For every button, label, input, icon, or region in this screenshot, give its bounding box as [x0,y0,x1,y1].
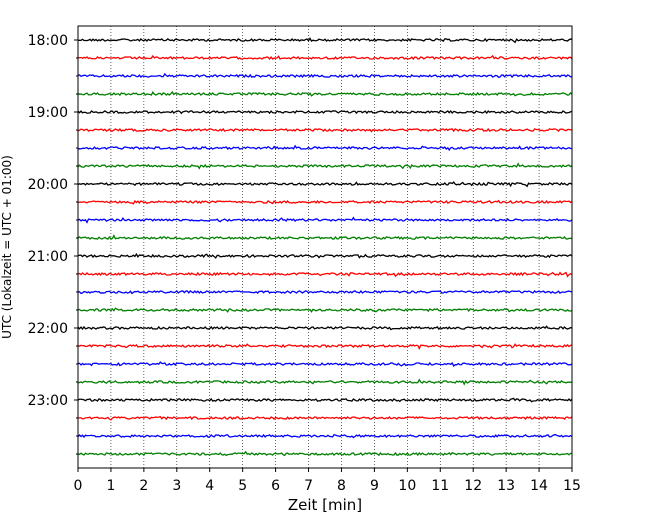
trace-line [77,181,573,188]
y-tick-label: 19:00 [28,105,68,121]
x-axis-ticks: 0 1 2 3 4 5 6 7 8 9 10 11 12 13 14 15 [74,468,581,494]
trace-line [77,37,573,44]
y-tick-label: 23:00 [28,393,68,409]
x-axis-label: Zeit [min] [288,496,362,514]
x-tick-label: 13 [497,478,515,494]
x-tick-label: 11 [431,478,449,494]
trace-line [77,397,573,403]
trace-group [77,37,573,457]
trace-line [77,378,573,386]
y-tick-label: 21:00 [28,249,68,265]
trace-line [77,433,573,439]
x-tick-label: 10 [398,478,416,494]
x-tick-label: 0 [74,478,83,494]
x-tick-label: 15 [563,478,581,494]
trace-line [77,415,573,421]
trace-line [77,271,573,278]
x-tick-label: 4 [205,478,214,494]
trace-line [77,343,573,350]
x-tick-label: 7 [304,478,313,494]
grid-lines [110,26,540,468]
y-tick-label: 18:00 [28,33,68,49]
trace-line [77,199,573,205]
trace-line [77,72,573,79]
x-tick-label: 2 [139,478,148,494]
plot-frame [77,25,573,469]
trace-line [77,252,573,259]
y-tick-label: 20:00 [28,177,68,193]
y-axis-ticks: 18:00 19:00 20:00 21:00 22:00 23:00 [28,33,78,455]
trace-line [77,234,573,241]
trace-line [77,325,573,331]
trace-line [77,307,573,313]
x-tick-label: 6 [271,478,280,494]
trace-line [77,216,573,224]
x-tick-label: 12 [464,478,482,494]
x-tick-label: 3 [172,478,181,494]
y-axis-label: UTC (Lokalzeit = UTC + 01:00) [0,155,14,339]
x-tick-label: 5 [238,478,247,494]
trace-line [77,289,573,295]
x-tick-label: 14 [530,478,548,494]
trace-line [77,144,573,152]
trace-line [78,361,573,367]
trace-line [77,127,573,133]
x-tick-label: 9 [370,478,379,494]
x-tick-label: 8 [337,478,346,494]
trace-line [77,54,573,61]
y-tick-label: 22:00 [28,321,68,337]
trace-line [77,162,573,170]
trace-line [77,450,573,457]
trace-line [77,90,573,97]
trace-line [77,109,573,115]
x-tick-label: 1 [106,478,115,494]
